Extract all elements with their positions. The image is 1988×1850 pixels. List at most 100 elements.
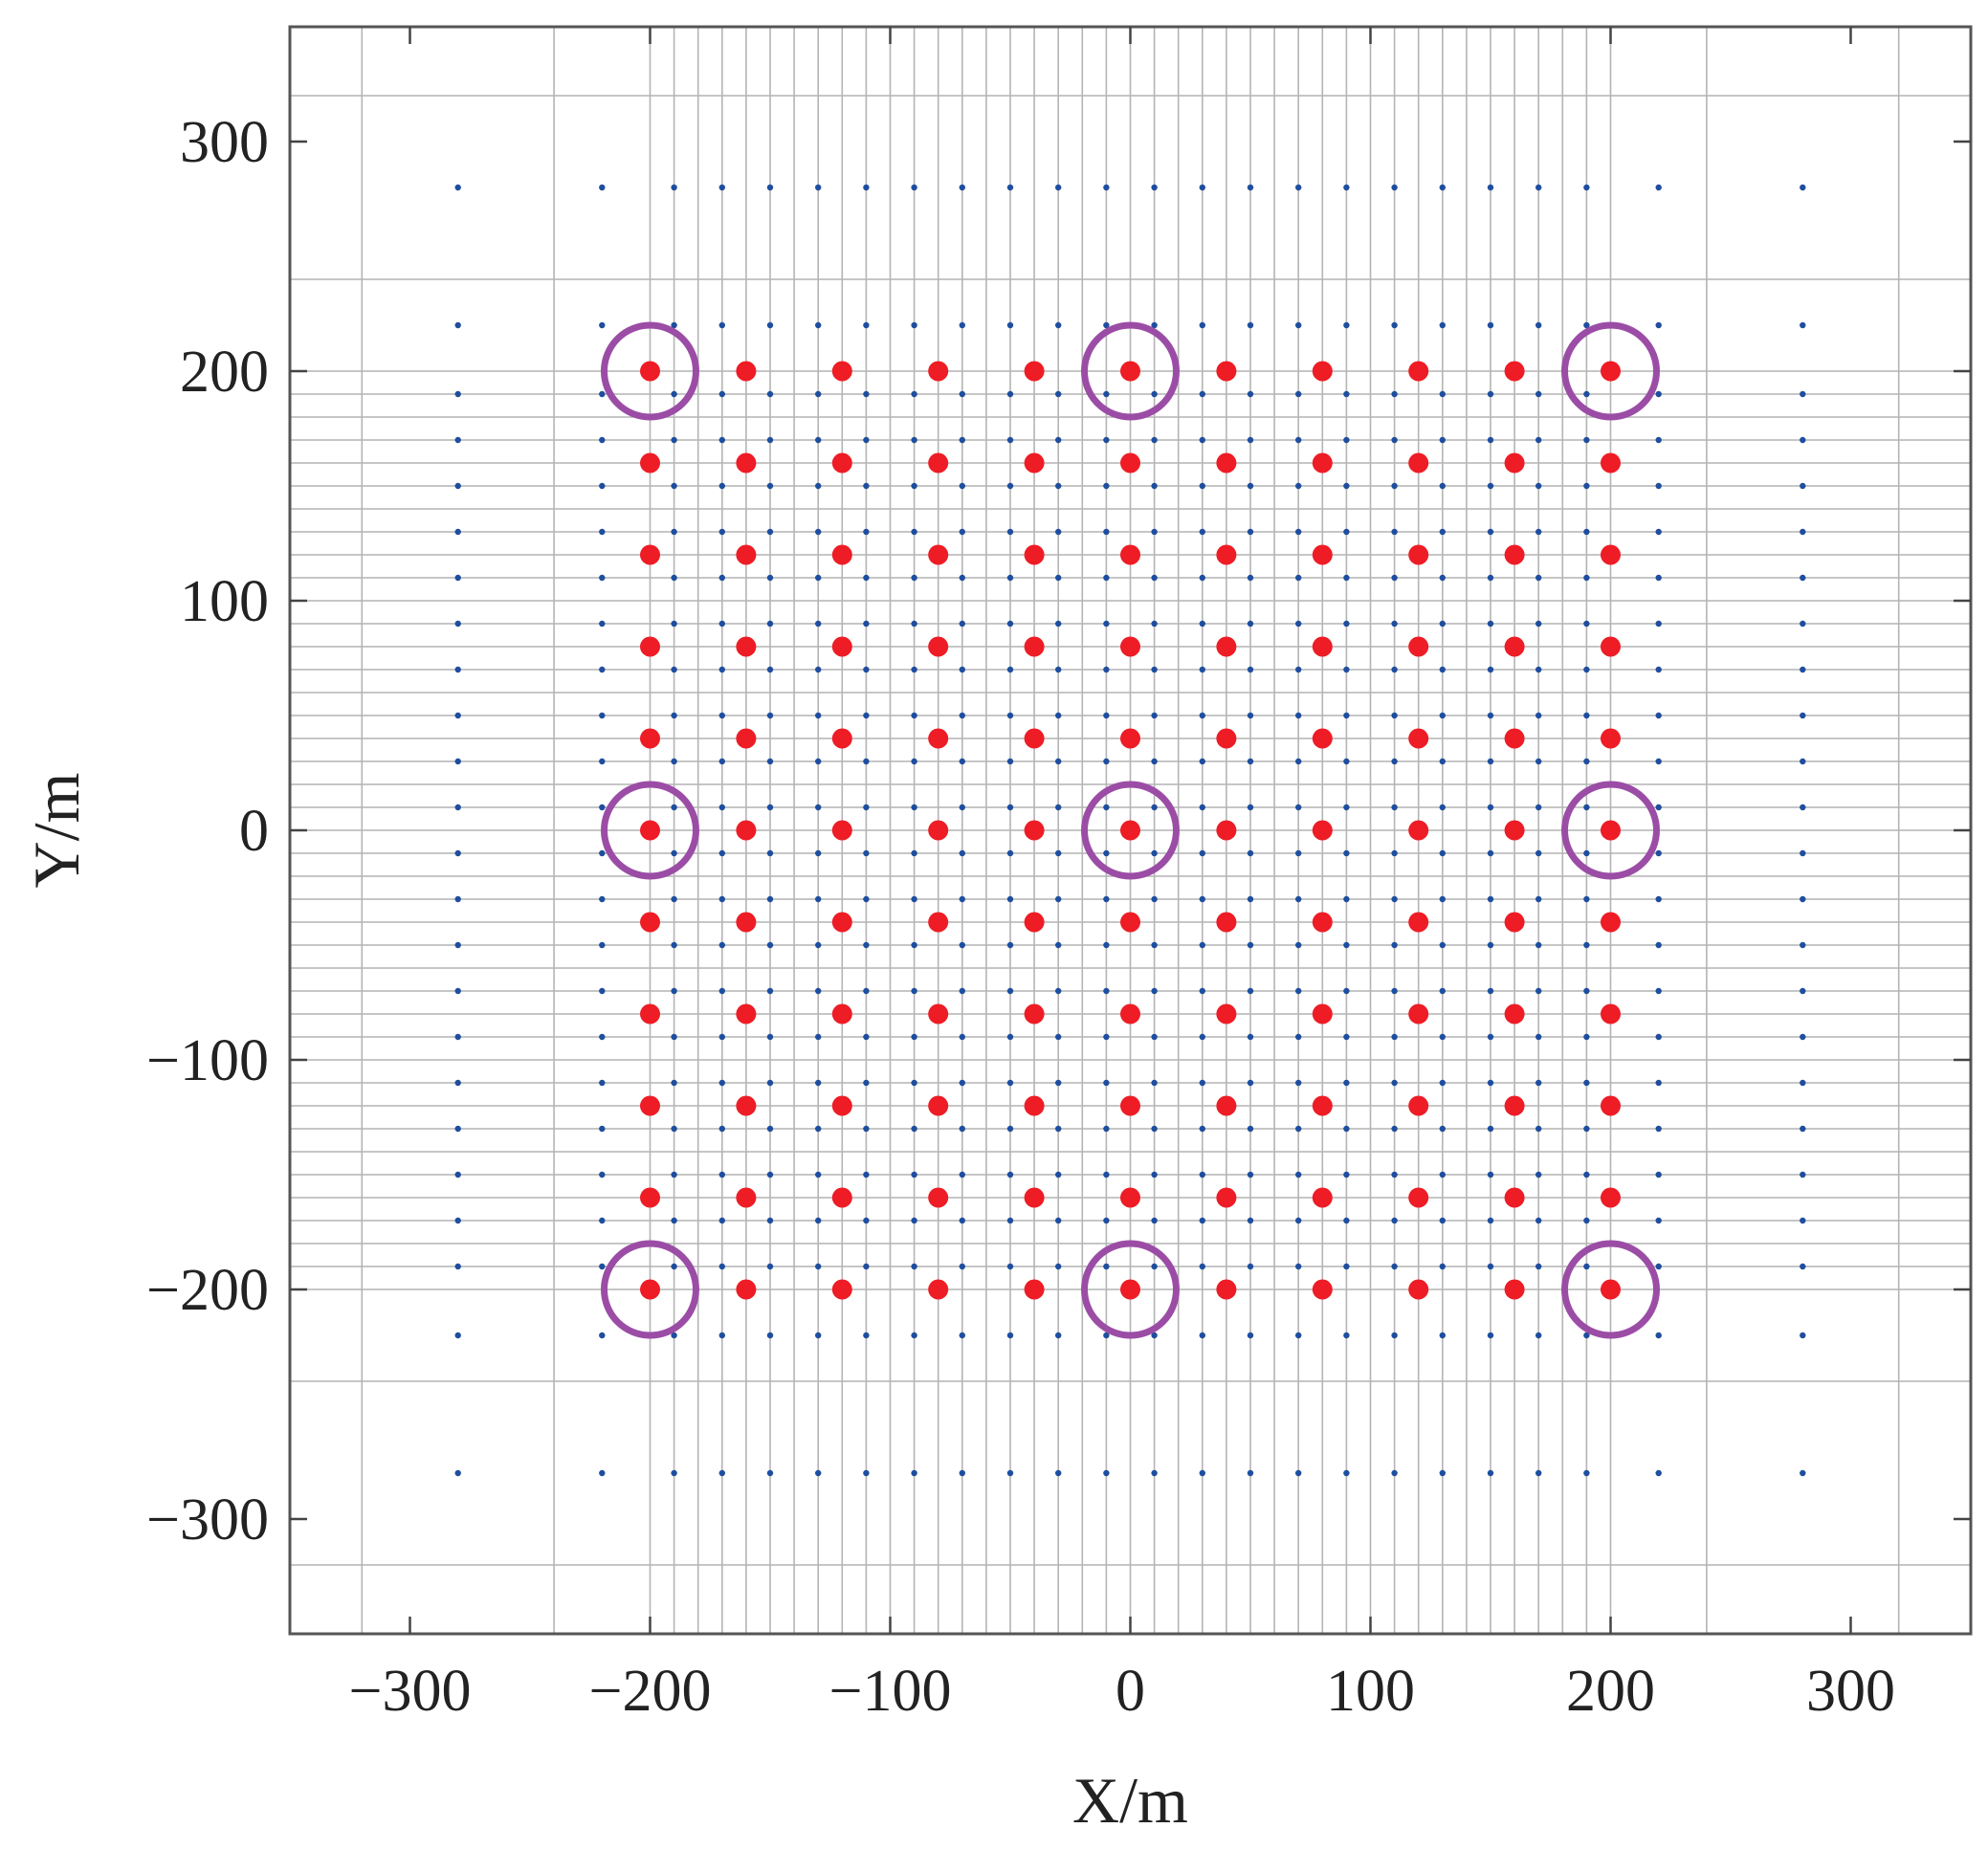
blue-dot (1247, 849, 1254, 857)
blue-dot (1295, 574, 1302, 582)
blue-dot (1343, 804, 1350, 811)
blue-dot (815, 941, 822, 949)
blue-dot (454, 666, 461, 673)
blue-dot (1655, 390, 1662, 398)
blue-dot (1199, 574, 1206, 582)
red-dot (1216, 636, 1237, 657)
blue-dot (1295, 666, 1302, 673)
x-tick-label: 200 (1566, 1659, 1655, 1724)
blue-dot (1583, 436, 1590, 444)
blue-dot (815, 390, 822, 398)
red-dot (640, 820, 660, 841)
blue-dot (1439, 1332, 1447, 1339)
blue-dot (863, 987, 870, 995)
blue-dot (1800, 184, 1806, 191)
blue-dot (1535, 941, 1542, 949)
blue-dot (1439, 1125, 1447, 1133)
blue-dot (718, 712, 725, 719)
red-dot (1504, 1003, 1525, 1024)
blue-dot (766, 987, 774, 995)
blue-dot (911, 1332, 917, 1339)
blue-dot (766, 1332, 774, 1339)
blue-dot (815, 1469, 822, 1477)
blue-dot (1006, 849, 1014, 857)
blue-dot (1391, 436, 1398, 444)
blue-dot (1800, 574, 1806, 582)
blue-dot (766, 1079, 774, 1087)
blue-dot (1535, 666, 1542, 673)
blue-dot (1391, 758, 1398, 765)
blue-dot (454, 1079, 461, 1087)
blue-dot (1535, 1469, 1542, 1477)
blue-dot (1439, 987, 1447, 995)
blue-dot (1199, 184, 1206, 191)
red-dot (640, 636, 660, 657)
blue-dot (1151, 666, 1158, 673)
red-dot (1601, 636, 1621, 657)
blue-dot (454, 1217, 461, 1224)
blue-dot (766, 941, 774, 949)
blue-dot (671, 666, 677, 673)
blue-dot (1055, 1125, 1062, 1133)
blue-dot (1006, 1125, 1014, 1133)
blue-dot (1055, 987, 1062, 995)
blue-dot (1535, 1263, 1542, 1270)
red-dot (1024, 1003, 1045, 1024)
blue-dot (815, 849, 822, 857)
red-dot-series (640, 361, 1621, 1300)
x-tick-label: −300 (349, 1659, 472, 1724)
blue-dot-series (454, 184, 1806, 1477)
blue-dot (1487, 1469, 1494, 1477)
blue-dot (454, 390, 461, 398)
blue-dot (1535, 390, 1542, 398)
blue-dot (1655, 1125, 1662, 1133)
red-dot (1408, 1187, 1429, 1208)
blue-dot (1103, 436, 1110, 444)
blue-dot (1151, 1263, 1158, 1270)
blue-dot (1583, 941, 1590, 949)
blue-dot (599, 436, 606, 444)
blue-dot (1800, 804, 1806, 811)
blue-dot (1487, 895, 1494, 903)
red-dot (1601, 452, 1621, 474)
blue-dot (1800, 987, 1806, 995)
blue-dot (1295, 1217, 1302, 1224)
blue-dot (718, 184, 725, 191)
blue-dot (599, 1217, 606, 1224)
purple-ring (601, 1240, 699, 1339)
blue-dot (1391, 390, 1398, 398)
red-dot (1408, 1279, 1429, 1300)
blue-dot (1151, 620, 1158, 628)
blue-dot (1055, 1263, 1062, 1270)
blue-dot (911, 849, 917, 857)
blue-dot (911, 436, 917, 444)
blue-dot (1343, 758, 1350, 765)
blue-dot (1151, 184, 1158, 191)
blue-dot (1800, 1217, 1806, 1224)
blue-dot (1055, 712, 1062, 719)
blue-dot (1343, 1171, 1350, 1178)
blue-dot (1055, 1469, 1062, 1477)
blue-dot (1055, 1332, 1062, 1339)
blue-dot (718, 1079, 725, 1087)
blue-dot (1655, 1079, 1662, 1087)
blue-dot (1199, 987, 1206, 995)
blue-dot (1535, 574, 1542, 582)
blue-dot (1006, 712, 1014, 719)
blue-dot (454, 758, 461, 765)
blue-dot (863, 849, 870, 857)
blue-dot (599, 1263, 606, 1270)
blue-dot (815, 1079, 822, 1087)
blue-dot (454, 482, 461, 490)
purple-ring-series (601, 321, 1660, 1339)
blue-dot (1583, 1125, 1590, 1133)
blue-dot (1247, 987, 1254, 995)
x-tick-label: 300 (1806, 1659, 1895, 1724)
red-dot (928, 361, 949, 382)
blue-dot (1295, 895, 1302, 903)
blue-dot (1199, 436, 1206, 444)
blue-dot (911, 528, 917, 536)
blue-dot (911, 184, 917, 191)
blue-dot (718, 666, 725, 673)
red-dot (1504, 1279, 1525, 1300)
